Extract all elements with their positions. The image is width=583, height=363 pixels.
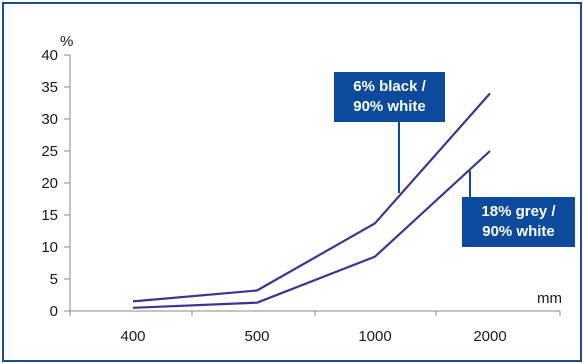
y-tick-label: 25	[41, 143, 58, 160]
callout-box-2	[462, 197, 575, 247]
y-axis-unit: %	[60, 33, 73, 50]
series-line-1	[132, 92, 491, 303]
x-tick-label: 400	[120, 328, 145, 345]
axes: 0 5 10 15 20 25 30 35 40 400 500 1000 2000	[41, 47, 561, 345]
y-tick-label: 40	[41, 47, 58, 64]
callout-text-1: 6% black /	[353, 78, 426, 95]
y-tick-label: 20	[41, 175, 58, 192]
series-layer	[132, 92, 491, 309]
y-tick-label: 35	[41, 79, 58, 96]
x-axis-unit: mm	[537, 290, 562, 307]
x-tick-label: 500	[244, 328, 269, 345]
y-tick-label: 0	[50, 303, 58, 320]
y-tick-label: 5	[50, 271, 58, 288]
callout-text-2: 90% white	[482, 223, 555, 240]
series-line-2	[132, 150, 491, 309]
y-tick-label: 10	[41, 239, 58, 256]
callout-text-2: 18% grey /	[481, 203, 556, 220]
x-tick-label: 2000	[473, 328, 506, 345]
callout-text-1: 90% white	[353, 98, 426, 115]
callouts: 6% black / 90% white 18% grey / 90% white	[334, 72, 575, 247]
callout-box-1	[334, 72, 445, 122]
y-tick-label: 15	[41, 207, 58, 224]
x-tick-label: 1000	[358, 328, 391, 345]
y-tick-label: 30	[41, 111, 58, 128]
